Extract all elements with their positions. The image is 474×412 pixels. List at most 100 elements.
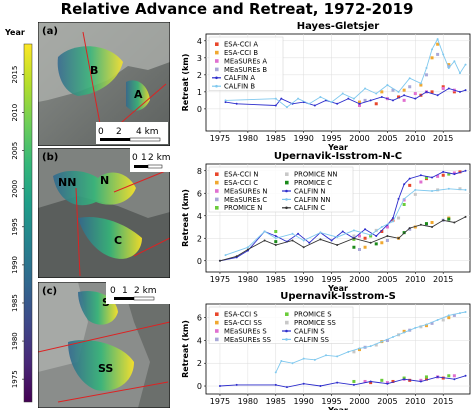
legend-entry: CALFIN N [294,187,325,195]
data-point [246,248,249,251]
data-point [347,97,350,100]
x-tick-label: 1980 [238,275,258,284]
data-point [391,88,395,92]
colorbar-tick-label: 1975 [11,370,19,388]
x-tick-label: 1975 [210,397,230,406]
figure-title: Relative Advance and Retreat, 1972-2019 [60,0,414,18]
data-point [319,385,322,388]
legend-swatch [215,312,219,316]
data-point [336,381,339,384]
data-point [447,374,451,378]
data-point [397,216,401,220]
legend-entry: CALFIN S [294,327,325,335]
x-tick-label: 2015 [433,134,453,143]
glacier-label: SS [98,362,113,375]
data-point [224,101,227,104]
colorbar-tick-label: 1990 [11,256,19,274]
data-point [447,67,450,70]
x-tick-label: 2015 [433,397,453,406]
data-point [319,238,322,241]
data-point [414,97,417,100]
data-point [458,90,461,93]
chart-2: Upernavik-Isstrom-S 1975 1980 1985 1990 1995 2… [181,291,471,410]
data-point [436,52,440,56]
data-point [397,90,400,93]
data-point [352,234,356,238]
data-point [341,230,344,233]
y-tick-label: 3 [197,54,202,63]
data-point [408,77,411,80]
legend-swatch [285,180,289,185]
legend-swatch-marker [285,206,288,210]
data-point [464,374,467,377]
data-point [403,378,406,381]
data-point [291,239,294,242]
data-point [419,380,422,383]
legend-swatch [285,312,289,316]
data-point [274,235,277,237]
colorbar-tick-label: 1985 [11,294,19,312]
scale-tick: 4 km [136,127,159,137]
data-point [352,379,356,383]
colorbar-tick-label: 2000 [11,180,19,198]
data-point [391,379,395,383]
y-tick-label: 6 [197,314,202,323]
data-point [453,173,456,176]
data-point [413,192,417,196]
data-point [408,227,412,231]
data-point [280,359,283,362]
data-point [380,340,383,343]
data-point [274,104,277,107]
scale-tick: 2 [116,127,122,137]
data-point [352,245,356,249]
data-point [374,242,378,246]
x-tick-label: 2010 [405,134,425,143]
satellite-panel-a: (a) B A 0 2 4 km [38,22,170,146]
scale-tick: 0 [132,153,138,163]
y-tick-label: 0 [197,105,202,114]
x-tick-label: 1985 [266,134,286,143]
data-point [447,172,451,176]
data-point [274,383,277,386]
data-point [441,173,445,177]
data-point [386,382,389,385]
scale-tick: 2 km [148,153,170,163]
data-point [274,237,277,240]
data-point [235,102,238,105]
legend-entry: MEaSUREs B [224,66,267,74]
legend-entry: MEaSUREs N [224,187,267,195]
data-point [419,223,422,226]
data-point [436,174,440,178]
legend-swatch [215,180,219,185]
data-point [380,230,384,233]
data-point [431,190,434,192]
x-tick-label: 1980 [238,397,258,406]
legend-swatch-marker [285,329,288,333]
data-point [391,99,394,102]
data-point [357,348,361,352]
legend-swatch [215,337,219,342]
data-point [403,197,406,200]
data-point [441,85,445,89]
data-point [363,236,367,240]
legend-entry: CALFIN B [224,83,255,91]
panel-letter: (a) [42,26,58,37]
data-point [419,174,422,177]
data-point [436,42,440,46]
data-point [458,170,462,174]
glacier-label: A [134,88,143,101]
legend-box [208,36,284,91]
chart-title: Upernavik-Isstrom-N-C [274,151,402,162]
data-point [369,99,372,102]
data-point [285,386,288,389]
data-point [313,358,316,361]
data-point [413,92,417,96]
data-point [352,350,356,354]
data-point [458,72,461,75]
data-point [246,246,249,249]
data-point [447,87,450,90]
scale-tick: 0 [110,286,116,296]
data-point [308,102,311,105]
data-point [442,219,445,222]
